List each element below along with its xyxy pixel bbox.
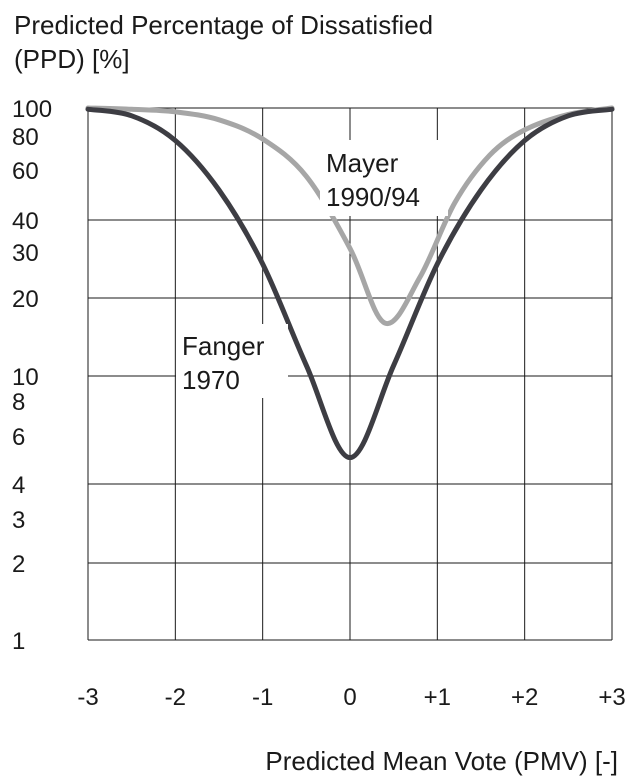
x-tick-label: -2 — [165, 684, 186, 711]
fanger-1970-label: Fanger — [182, 331, 265, 361]
label-backing — [176, 324, 288, 398]
y-tick-label: 6 — [12, 424, 25, 451]
chart-title-line-2: (PPD) [%] — [14, 44, 130, 74]
mayer-1990-94-label: 1990/94 — [326, 182, 420, 212]
grid — [87, 107, 613, 641]
mayer-1990-94-label: Mayer — [326, 148, 399, 178]
chart-title: Predicted Percentage of Dissatisfied (PP… — [14, 8, 433, 76]
y-tick-label: 80 — [12, 124, 39, 151]
y-tick-label: 4 — [12, 472, 25, 499]
y-tick-label: 1 — [12, 628, 25, 655]
chart-title-line-1: Predicted Percentage of Dissatisfied — [14, 10, 434, 40]
x-axis-label: Predicted Mean Vote (PMV) [-] — [265, 746, 618, 776]
x-tick-label: 0 — [343, 684, 356, 711]
x-tick-label: +1 — [424, 684, 451, 711]
y-tick-label: 100 — [12, 96, 52, 123]
fanger-1970-line — [85, 106, 615, 461]
series-lines — [85, 105, 615, 461]
x-axis-ticks: -3 -2 -1 0 +1 +2 +3 — [77, 684, 625, 711]
x-tick-label: +3 — [598, 684, 625, 711]
mayer-1990-94-line — [85, 105, 615, 326]
fanger-1970-label: 1970 — [182, 365, 240, 395]
x-tick-label: +2 — [511, 684, 538, 711]
x-tick-label: -1 — [252, 684, 273, 711]
y-tick-label: 8 — [12, 389, 25, 416]
y-tick-label: 30 — [12, 240, 39, 267]
y-tick-label: 40 — [12, 208, 39, 235]
y-tick-label: 20 — [12, 286, 39, 313]
x-tick-label: -3 — [77, 684, 98, 711]
y-tick-label: 10 — [12, 364, 39, 391]
y-tick-label: 60 — [12, 158, 39, 185]
y-tick-label: 2 — [12, 551, 25, 578]
curve-labels: Fanger 1970 Mayer 1990/94 — [176, 140, 448, 398]
label-backing — [320, 140, 448, 216]
y-tick-label: 3 — [12, 507, 25, 534]
